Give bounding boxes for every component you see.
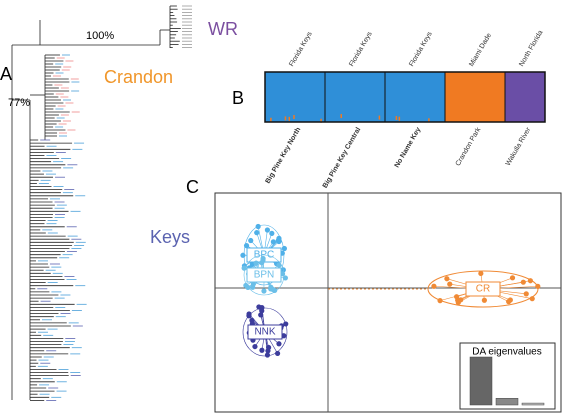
point	[274, 350, 281, 357]
site-label: Big Pine Key Central	[322, 126, 363, 189]
point	[431, 283, 437, 289]
cluster-label-box	[247, 324, 283, 340]
point	[266, 344, 272, 351]
structure-frame	[264, 71, 546, 123]
structure-group	[325, 72, 385, 122]
site-label: No Name Key	[394, 126, 423, 169]
cluster-ellipse	[427, 270, 539, 308]
admixture	[320, 118, 322, 123]
point	[529, 296, 535, 302]
point	[264, 352, 271, 358]
point	[243, 282, 249, 289]
site-label: Big Pine Key North	[265, 126, 303, 184]
admixture	[398, 116, 401, 121]
point	[259, 347, 265, 353]
point	[276, 262, 282, 268]
region-label: Florida Keys	[408, 30, 434, 68]
point	[276, 238, 282, 245]
cluster-ellipse	[242, 307, 288, 357]
cluster-label-box	[465, 281, 501, 297]
cluster-label-box	[246, 267, 282, 283]
point	[252, 343, 258, 350]
point	[246, 313, 252, 319]
point	[478, 270, 484, 277]
point	[256, 304, 262, 310]
cluster-label: CR	[476, 284, 490, 295]
panel-label: A	[0, 64, 12, 84]
plot-frame	[214, 192, 562, 413]
point	[253, 260, 259, 266]
structure-group	[505, 72, 545, 122]
clade-label: WR	[208, 19, 238, 39]
admixture	[270, 117, 272, 122]
point	[481, 297, 487, 303]
point	[261, 288, 267, 294]
eigen-title: DA eigenvalues	[472, 347, 542, 358]
point	[455, 297, 461, 303]
point	[240, 252, 246, 258]
admixture	[284, 116, 287, 121]
point	[269, 230, 275, 236]
admixture	[288, 116, 291, 121]
point	[535, 283, 541, 289]
region-label: Florida Keys	[348, 30, 374, 68]
region-label: North Florida	[518, 29, 544, 68]
eigen-bar	[521, 402, 545, 406]
eigen-bar	[469, 356, 493, 406]
point	[437, 298, 443, 304]
admixture	[395, 116, 398, 121]
point	[250, 281, 257, 287]
point	[241, 265, 247, 271]
point	[281, 245, 288, 252]
panel-label: C	[186, 177, 199, 197]
point	[249, 317, 255, 323]
point	[444, 276, 450, 282]
support-value: 77%	[8, 97, 30, 109]
point	[260, 255, 266, 262]
clade-label: Keys	[150, 227, 190, 247]
structure-group	[385, 72, 445, 122]
phylogeny	[11, 5, 192, 401]
point	[283, 321, 289, 327]
cluster-label: BPN	[254, 270, 275, 281]
region-label: Miami Dade	[468, 32, 493, 68]
admixture	[340, 114, 342, 119]
point	[520, 279, 526, 285]
structure-group	[445, 72, 505, 122]
point	[254, 230, 260, 236]
point	[270, 286, 276, 292]
point	[509, 275, 516, 281]
admixture	[293, 114, 295, 119]
panel-label: B	[232, 88, 244, 108]
point	[523, 291, 529, 297]
point	[255, 223, 261, 230]
support-value: 100%	[86, 30, 114, 42]
eigen-bar	[495, 398, 519, 406]
admixture	[428, 118, 430, 123]
site-label: Wakulla River	[505, 126, 533, 167]
structure-plot: Florida Keys Big Pine Key North Florida Ke…	[264, 29, 546, 190]
point	[506, 299, 512, 305]
admixture	[378, 115, 381, 120]
point	[264, 227, 271, 233]
cluster-label: NNK	[254, 327, 275, 338]
region-label: Florida Keys	[288, 30, 314, 68]
point	[276, 341, 282, 347]
point	[243, 243, 250, 249]
clade-label: Crandon	[104, 67, 173, 87]
point	[282, 275, 288, 281]
point	[447, 281, 453, 287]
point	[248, 237, 254, 244]
structure-group	[265, 72, 325, 122]
site-label: Crandon Park	[455, 126, 483, 167]
point	[527, 278, 534, 284]
